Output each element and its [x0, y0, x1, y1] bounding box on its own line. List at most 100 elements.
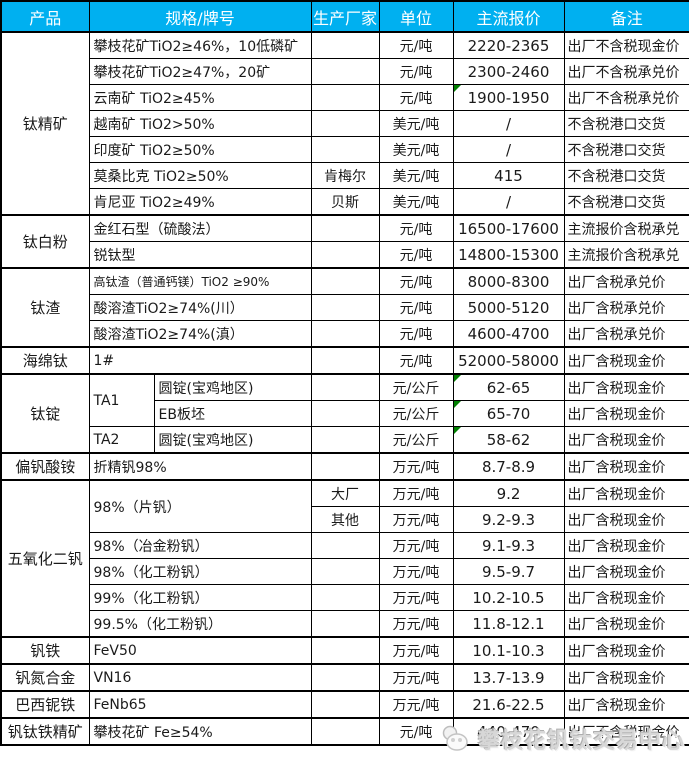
table-row: 莫桑比克 TiO2≥50% 肯梅尔 美元/吨 415 不含税港口交货 — [1, 162, 689, 189]
cell-unit: 万元/吨 — [378, 636, 454, 665]
cell-note: 不含税港口交货 — [563, 188, 689, 216]
table-row: 钛白粉 金红石型（硫酸法） 元/吨 16500-17600 主流报价含税承兑 — [0, 214, 689, 269]
table-row: 偏钒酸铵 折精钒98% 万元/吨 8.7-8.9 出厂含税现金价 — [0, 452, 689, 481]
cell-spec: FeNb65 — [88, 690, 312, 719]
cell-producer — [310, 241, 380, 269]
cell-note: 出厂含税现金价 — [563, 584, 689, 611]
cell-producer: 肯梅尔 — [310, 162, 380, 189]
cell-unit: 美元/吨 — [378, 110, 454, 137]
cell-unit: 万元/吨 — [378, 663, 454, 692]
cell-producer — [310, 214, 380, 242]
cell-producer: 其他 — [310, 506, 380, 533]
cell-price: 2300-2460 — [452, 58, 565, 85]
cell-spec: 攀枝花矿 Fe≥54% — [88, 717, 312, 746]
cell-spec: 98%（化工粉钒） — [88, 558, 312, 585]
cell-note: 出厂含税现金价 — [563, 400, 689, 427]
cell-spec: 折精钒98% — [88, 452, 312, 481]
cell-price: 10.2-10.5 — [452, 584, 565, 611]
cell-producer — [310, 294, 380, 321]
cell-unit: 元/吨 — [378, 346, 454, 375]
cell-price: 14800-15300 — [452, 241, 565, 269]
cell-product: 钒氮合金 — [0, 663, 90, 692]
cell-unit: 元/吨 — [378, 267, 454, 295]
cell-price: 9.1-9.3 — [452, 532, 565, 559]
cell-spec: 酸溶渣TiO2≥74%(滇） — [88, 320, 312, 348]
table-row: 锐钛型 元/吨 14800-15300 主流报价含税承兑 — [1, 241, 689, 269]
cell-note: 出厂含税现金价 — [563, 636, 689, 665]
table-row: 99%（化工粉钒） 万元/吨 10.2-10.5 出厂含税现金价 — [1, 584, 689, 611]
table-row: 酸溶渣TiO2≥74%(滇） 元/吨 4600-4700 出厂含税承兑价 — [1, 320, 689, 348]
cell-price: 2220-2365 — [452, 31, 565, 59]
cell-unit: 元/公斤 — [378, 400, 454, 427]
cell-producer — [310, 690, 380, 719]
cell-note: 出厂含税现金价 — [563, 452, 689, 481]
cell-note: 出厂不含税承兑价 — [563, 84, 689, 111]
table-row: 酸溶渣TiO2≥74%(川） 元/吨 5000-5120 出厂含税承兑价 — [1, 294, 689, 321]
cell-spec: 98%（片钒） — [88, 479, 312, 533]
cell-note: 不含税港口交货 — [563, 110, 689, 137]
table-row: 云南矿 TiO2≥45% 元/吨 1900-1950 出厂不含税承兑价 — [1, 84, 689, 111]
cell-note: 出厂含税现金价 — [563, 532, 689, 559]
cell-note: 主流报价含税承兑 — [563, 241, 689, 269]
table-row: 海绵钛 1# 元/吨 52000-58000 出厂含税现金价 — [0, 346, 689, 375]
cell-price: 52000-58000 — [452, 346, 565, 375]
cell-note: 出厂不含税现金价 — [563, 31, 689, 59]
cell-specB: EB板坯 — [153, 400, 312, 427]
cell-unit: 美元/吨 — [378, 188, 454, 216]
cell-price: 16500-17600 — [452, 214, 565, 242]
comment-flag-icon — [454, 427, 461, 434]
cell-producer — [310, 373, 380, 401]
cell-unit: 万元/吨 — [378, 610, 454, 638]
table-row: 五氧化二钒 98%（片钒） 大厂 万元/吨 9.2 出厂含税现金价 — [0, 479, 689, 638]
cell-note: 出厂不含税承兑价 — [563, 58, 689, 85]
cell-note: 出厂含税现金价 — [563, 663, 689, 692]
cell-producer — [310, 426, 380, 454]
cell-spec: 99.5%（化工粉钒） — [88, 610, 312, 638]
cell-producer — [310, 110, 380, 137]
table-row: 肯尼亚 TiO2≥49% 贝斯 美元/吨 / 不含税港口交货 — [1, 188, 689, 216]
header-spec: 规格/牌号 — [88, 0, 312, 33]
cell-product: 钒铁 — [0, 636, 90, 665]
cell-spec: 98%（冶金粉钒） — [88, 532, 312, 559]
cell-spec: 高钛渣（普通钙镁）TiO2 ≥90% — [88, 267, 312, 295]
cell-note: 出厂含税现金价 — [563, 373, 689, 401]
cell-price: 440-470 — [452, 717, 565, 746]
header-producer: 生产厂家 — [310, 0, 380, 33]
cell-spec: 肯尼亚 TiO2≥49% — [88, 188, 312, 216]
table-body: 钛精矿 攀枝花矿TiO2≥46%，10低磷矿 元/吨 2220-2365 出厂不含税现金… — [0, 31, 689, 746]
cell-note: 出厂含税现金价 — [563, 506, 689, 533]
comment-flag-icon — [454, 401, 461, 408]
cell-price: 1900-1950 — [452, 84, 565, 111]
cell-note: 出厂含税承兑价 — [563, 267, 689, 295]
cell-unit: 万元/吨 — [378, 532, 454, 559]
cell-unit: 万元/吨 — [378, 558, 454, 585]
cell-unit: 万元/吨 — [378, 584, 454, 611]
cell-price: 8000-8300 — [452, 267, 565, 295]
cell-price: 9.5-9.7 — [452, 558, 565, 585]
cell-price: / — [452, 136, 565, 163]
header-price: 主流报价 — [452, 0, 565, 33]
cell-note: 出厂含税现金价 — [563, 426, 689, 454]
cell-spec: 酸溶渣TiO2≥74%(川） — [88, 294, 312, 321]
cell-unit: 元/吨 — [378, 214, 454, 242]
cell-unit: 元/吨 — [378, 31, 454, 59]
cell-unit: 万元/吨 — [378, 690, 454, 719]
cell-price: 13.7-13.9 — [452, 663, 565, 692]
cell-unit: 元/吨 — [378, 717, 454, 746]
cell-product: 钒钛铁精矿 — [0, 717, 90, 746]
cell-unit: 元/吨 — [378, 294, 454, 321]
cell-note: 出厂不含税现金价 — [563, 717, 689, 746]
cell-unit: 元/公斤 — [378, 373, 454, 401]
cell-note: 出厂含税承兑价 — [563, 320, 689, 348]
table-row: 攀枝花矿TiO2≥47%，20矿 元/吨 2300-2460 出厂不含税承兑价 — [1, 58, 689, 85]
cell-unit: 美元/吨 — [378, 136, 454, 163]
cell-price: 9.2-9.3 — [452, 506, 565, 533]
cell-specB: 圆锭(宝鸡地区) — [153, 426, 312, 454]
header-note: 备注 — [563, 0, 689, 33]
cell-price: 9.2 — [452, 479, 565, 507]
cell-price: 5000-5120 — [452, 294, 565, 321]
cell-spec: 攀枝花矿TiO2≥46%，10低磷矿 — [88, 31, 312, 59]
table-row: TA2 圆锭(宝鸡地区) 元/公斤 58-62 出厂含税现金价 — [1, 426, 689, 454]
cell-price: 58-62 — [452, 426, 565, 454]
price-table: 产品 规格/牌号 生产厂家 单位 主流报价 备注 钛精矿 攀枝花矿TiO2≥46%，10低磷… — [0, 0, 689, 746]
